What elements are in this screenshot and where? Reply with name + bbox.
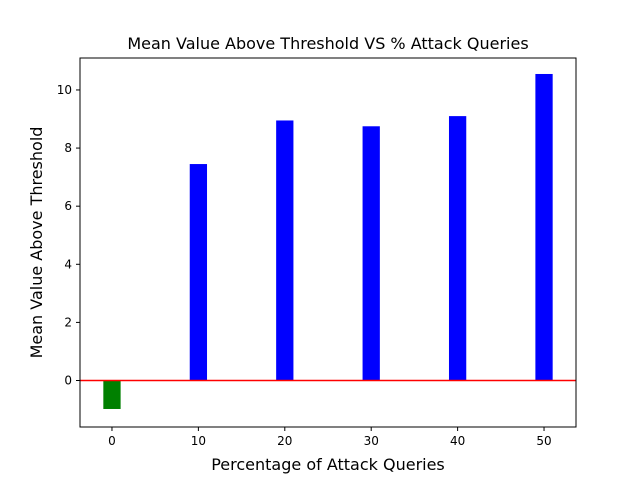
x-tick-label: 10: [191, 434, 206, 448]
axes-frame: [79, 57, 577, 428]
x-tick-label: 20: [277, 434, 292, 448]
y-tick-label: 0: [64, 374, 72, 388]
chart-title: Mean Value Above Threshold VS % Attack Q…: [127, 34, 528, 53]
bar-50: [535, 73, 553, 381]
bar-20: [276, 120, 294, 381]
plot-area: [80, 73, 576, 409]
y-tick-label: 6: [64, 199, 72, 213]
x-tick-label: 50: [536, 434, 551, 448]
y-tick-label: 2: [64, 315, 72, 329]
bar-0: [103, 380, 121, 409]
axis-ticks: 0 10 20 30 40 50 0 2 4 6 8 10: [57, 83, 552, 448]
x-tick-label: 30: [364, 434, 379, 448]
y-tick-label: 8: [64, 141, 72, 155]
bar-30: [362, 126, 380, 381]
y-tick-label: 10: [57, 83, 72, 97]
x-axis-label: Percentage of Attack Queries: [211, 455, 445, 474]
x-tick-label: 0: [108, 434, 116, 448]
bar-10: [189, 164, 208, 381]
y-tick-label: 4: [64, 257, 72, 271]
x-tick-label: 40: [450, 434, 465, 448]
y-axis-label: Mean Value Above Threshold: [27, 127, 46, 359]
bar-40: [448, 116, 467, 381]
